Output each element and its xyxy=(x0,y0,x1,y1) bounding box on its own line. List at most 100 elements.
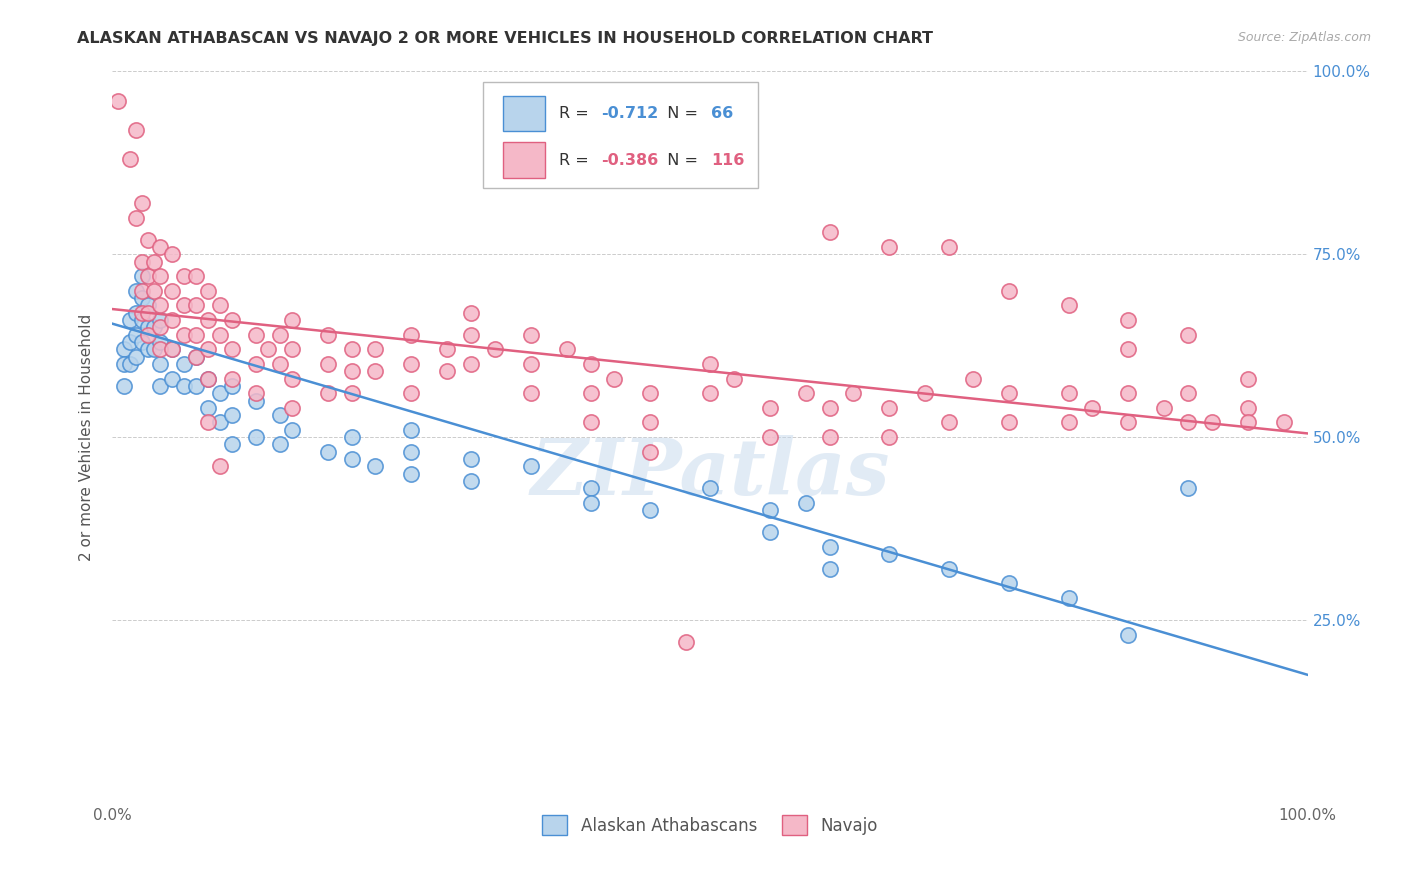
Point xyxy=(149,240,172,254)
Point xyxy=(143,320,166,334)
Text: N =: N = xyxy=(658,106,703,121)
Point xyxy=(221,408,243,422)
Point xyxy=(125,350,148,364)
Point xyxy=(818,562,841,576)
Point xyxy=(460,357,482,371)
Point xyxy=(114,343,135,357)
Point xyxy=(340,386,363,401)
Point xyxy=(1237,371,1260,385)
Point xyxy=(245,393,267,408)
Point xyxy=(209,416,232,430)
Point xyxy=(938,240,960,254)
Point xyxy=(138,269,160,284)
Point xyxy=(340,364,363,378)
Text: N =: N = xyxy=(658,153,703,168)
Point xyxy=(138,343,160,357)
Text: R =: R = xyxy=(560,106,595,121)
Point xyxy=(131,284,153,298)
Point xyxy=(162,284,183,298)
Point xyxy=(401,467,423,481)
Point xyxy=(1153,401,1175,415)
Point xyxy=(460,306,482,320)
Point xyxy=(316,327,339,342)
Point xyxy=(162,371,183,385)
Text: -0.386: -0.386 xyxy=(602,153,658,168)
Point xyxy=(879,430,901,444)
Point xyxy=(186,379,208,393)
Point xyxy=(436,343,458,357)
Point xyxy=(962,371,984,385)
Point xyxy=(186,350,208,364)
Point xyxy=(125,306,148,320)
Point xyxy=(131,334,153,349)
Point xyxy=(460,327,482,342)
Point xyxy=(436,364,458,378)
Point xyxy=(138,327,160,342)
Point xyxy=(245,357,267,371)
Text: ZIPatlas: ZIPatlas xyxy=(530,435,890,512)
Point xyxy=(221,437,243,451)
Point xyxy=(401,357,423,371)
Point xyxy=(162,343,183,357)
Point xyxy=(364,364,387,378)
Text: Source: ZipAtlas.com: Source: ZipAtlas.com xyxy=(1237,31,1371,45)
Point xyxy=(281,401,304,415)
Point xyxy=(818,540,841,554)
Point xyxy=(1057,416,1080,430)
Point xyxy=(173,269,195,284)
Point xyxy=(149,334,172,349)
Point xyxy=(1118,386,1140,401)
Y-axis label: 2 or more Vehicles in Household: 2 or more Vehicles in Household xyxy=(79,313,94,561)
Point xyxy=(173,298,195,312)
Point xyxy=(1177,416,1199,430)
Point xyxy=(640,503,662,517)
Point xyxy=(131,254,153,268)
Point xyxy=(1057,298,1080,312)
Point xyxy=(131,291,153,305)
Point xyxy=(257,343,280,357)
Point xyxy=(340,343,363,357)
Point xyxy=(1118,343,1140,357)
Point xyxy=(818,430,841,444)
Point xyxy=(579,481,602,495)
Point xyxy=(120,313,142,327)
Point xyxy=(1057,591,1080,605)
Point xyxy=(520,327,543,342)
Point xyxy=(555,343,578,357)
Point xyxy=(197,284,219,298)
Point xyxy=(197,401,219,415)
Point xyxy=(186,350,208,364)
Point xyxy=(1081,401,1104,415)
Point xyxy=(1237,401,1260,415)
Point xyxy=(120,152,142,166)
Point xyxy=(699,357,721,371)
Point xyxy=(221,371,243,385)
Point xyxy=(998,386,1021,401)
Point xyxy=(197,371,219,385)
Point xyxy=(998,284,1021,298)
Point xyxy=(938,416,960,430)
Point xyxy=(269,327,291,342)
Point xyxy=(1272,416,1295,430)
Point xyxy=(1057,386,1080,401)
Point xyxy=(938,562,960,576)
Point xyxy=(759,401,782,415)
Point xyxy=(1237,416,1260,430)
Point xyxy=(138,320,160,334)
Point xyxy=(818,225,841,239)
Point xyxy=(149,320,172,334)
Point xyxy=(579,357,602,371)
Point xyxy=(520,459,543,474)
Point xyxy=(484,343,506,357)
Point xyxy=(1177,327,1199,342)
Point xyxy=(879,547,901,561)
Point xyxy=(520,357,543,371)
Point xyxy=(316,386,339,401)
Point xyxy=(149,357,172,371)
Point xyxy=(998,576,1021,591)
Point xyxy=(125,284,148,298)
Point xyxy=(209,298,232,312)
Point xyxy=(1177,481,1199,495)
Point xyxy=(1118,313,1140,327)
Point xyxy=(143,284,166,298)
